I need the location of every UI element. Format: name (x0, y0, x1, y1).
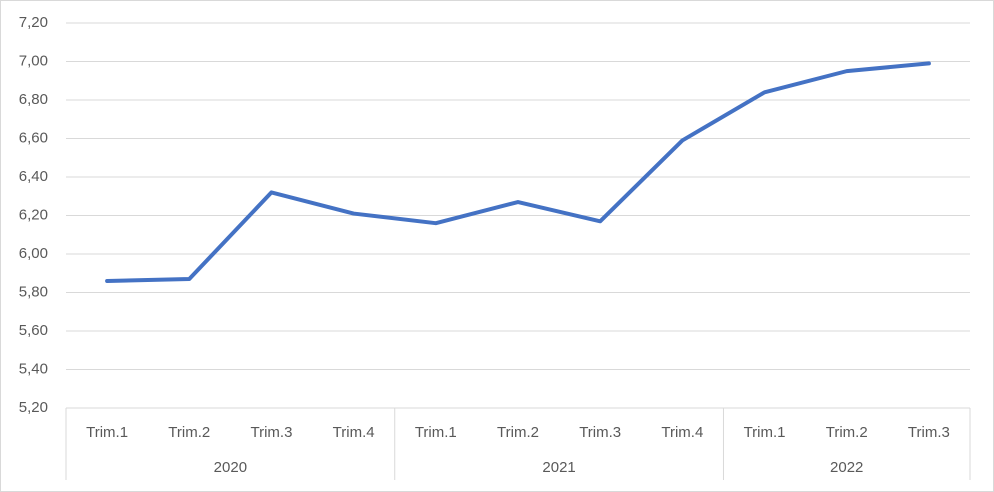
y-tick-label: 6,20 (19, 206, 48, 223)
y-tick-label: 5,20 (19, 399, 48, 416)
y-tick-label: 6,80 (19, 91, 48, 108)
y-tick-label: 5,60 (19, 322, 48, 339)
x-tick-label: Trim.1 (744, 424, 786, 441)
x-tick-label: Trim.1 (86, 424, 128, 441)
y-tick-label: 5,40 (19, 360, 48, 377)
group-label: 2022 (830, 459, 863, 476)
x-tick-label: Trim.3 (250, 424, 292, 441)
x-tick-label: Trim.1 (415, 424, 457, 441)
x-tick-label: Trim.2 (168, 424, 210, 441)
x-tick-label: Trim.4 (333, 424, 375, 441)
group-label: 2020 (214, 459, 247, 476)
y-tick-label: 6,00 (19, 245, 48, 262)
x-tick-label: Trim.3 (908, 424, 950, 441)
y-tick-label: 6,60 (19, 129, 48, 146)
group-label: 2021 (542, 459, 575, 476)
y-tick-label: 6,40 (19, 168, 48, 185)
y-tick-label: 7,20 (19, 14, 48, 31)
x-tick-label: Trim.2 (497, 424, 539, 441)
y-tick-label: 7,00 (19, 52, 48, 69)
x-tick-label: Trim.2 (826, 424, 868, 441)
x-tick-label: Trim.4 (661, 424, 703, 441)
y-tick-label: 5,80 (19, 283, 48, 300)
x-tick-label: Trim.3 (579, 424, 621, 441)
data-line (105, 61, 931, 283)
